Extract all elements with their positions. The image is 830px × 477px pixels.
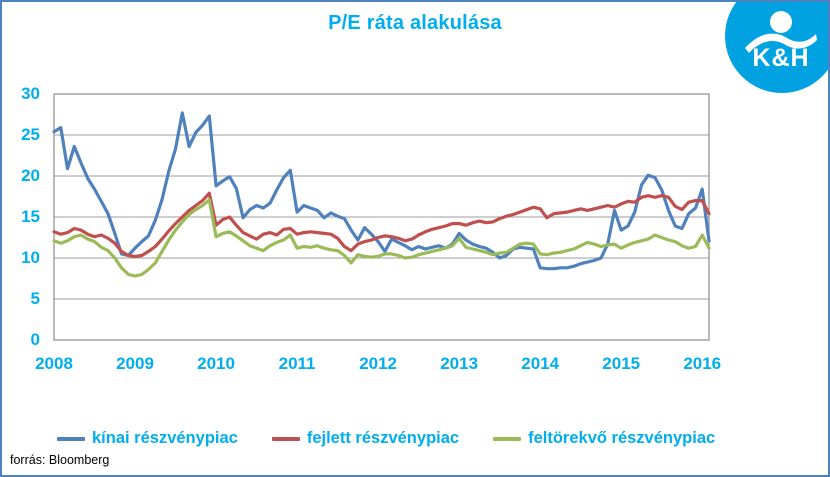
y-tick-label-30: 30 xyxy=(21,84,40,103)
series-line-1 xyxy=(52,191,711,258)
x-tick-label-2012: 2012 xyxy=(359,354,398,373)
plot-area xyxy=(52,93,711,341)
legend-swatch-1 xyxy=(271,436,300,441)
legend-label-1: fejlett részvénypiac xyxy=(306,429,460,447)
legend-label-0: kínai részvénypiac xyxy=(92,429,238,447)
y-tick-label-10: 10 xyxy=(21,248,40,267)
x-tick-label-2010: 2010 xyxy=(197,354,235,373)
y-tick-label-15: 15 xyxy=(21,207,40,226)
legend-item-0: kínai részvénypiac xyxy=(57,429,238,448)
x-tick-label-2013: 2013 xyxy=(440,354,479,373)
logo-text: K&H xyxy=(752,44,809,72)
x-tick-label-2015: 2015 xyxy=(602,354,641,373)
gridlines xyxy=(54,134,709,300)
legend: kínai részvénypiac fejlett részvénypiac fe… xyxy=(57,429,715,448)
plot-border xyxy=(53,93,710,341)
x-tick-label-2009: 2009 xyxy=(116,354,154,373)
series-lines xyxy=(52,111,711,278)
source-note: forrás: Bloomberg xyxy=(10,453,110,467)
legend-swatch-0 xyxy=(57,436,85,441)
series-line-2 xyxy=(52,198,711,278)
series-line-0 xyxy=(52,111,711,271)
legend-item-1: fejlett részvénypiac xyxy=(271,429,460,448)
legend-label-2: feltörekvő részvénypiac xyxy=(528,429,716,447)
x-tick-label-2008: 2008 xyxy=(35,354,73,373)
y-tick-label-0: 0 xyxy=(30,330,40,349)
y-tick-label-25: 25 xyxy=(21,125,40,144)
chart-title: P/E ráta alakulása xyxy=(328,12,502,34)
y-tick-label-5: 5 xyxy=(30,289,40,308)
kh-logo: K&H xyxy=(725,2,828,93)
person-wave-icon xyxy=(745,11,817,53)
legend-item-2: feltörekvő részvénypiac xyxy=(493,429,715,448)
logo-circle xyxy=(725,2,828,93)
x-tick-label-2014: 2014 xyxy=(521,354,560,373)
y-tick-label-20: 20 xyxy=(21,166,40,185)
x-tick-label-2016: 2016 xyxy=(683,354,722,373)
x-tick-label-2011: 2011 xyxy=(278,354,316,373)
legend-swatch-2 xyxy=(493,436,522,441)
